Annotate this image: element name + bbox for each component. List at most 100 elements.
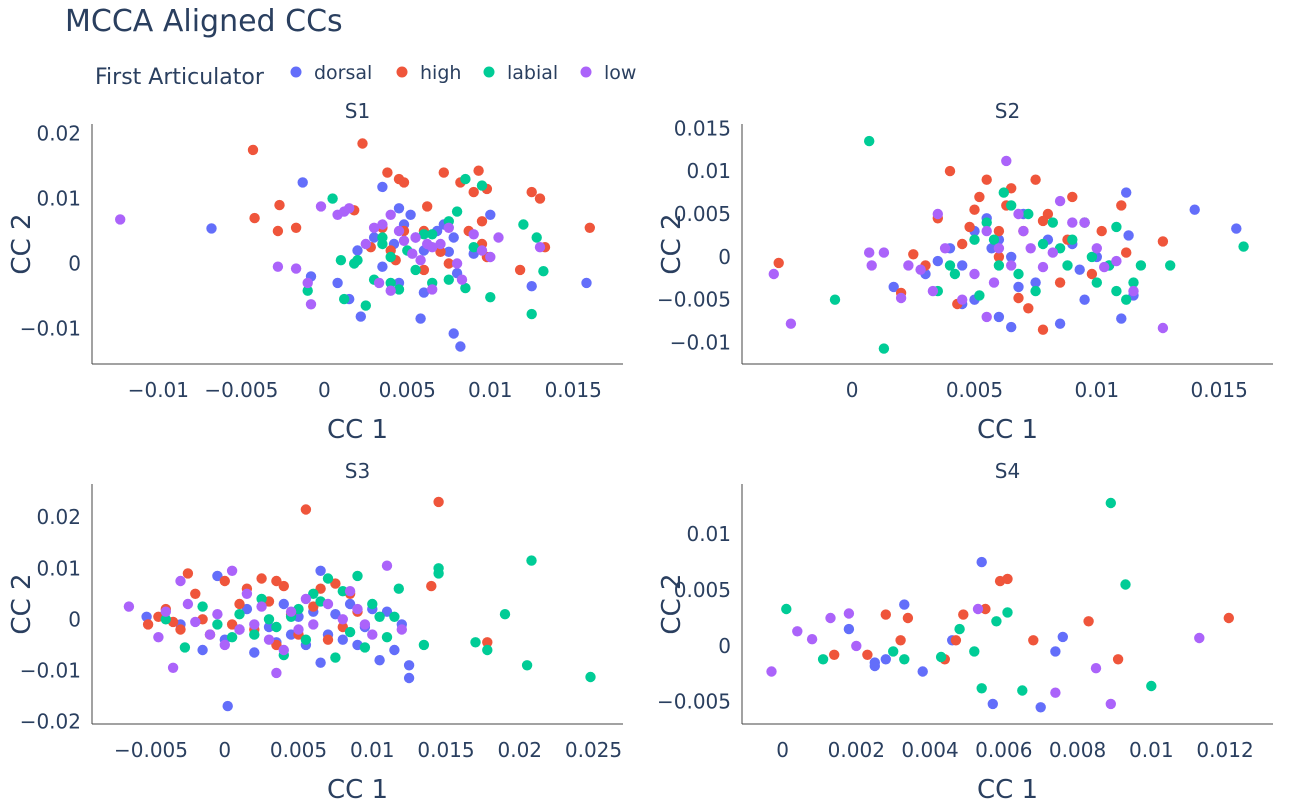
data-point-dorsal <box>1121 187 1132 198</box>
data-point-labial <box>485 292 496 303</box>
data-point-dorsal <box>1035 702 1046 713</box>
data-point-low <box>396 624 407 635</box>
data-point-labial <box>1062 260 1073 271</box>
data-point-low <box>204 629 216 640</box>
data-point-low <box>939 243 951 254</box>
data-point-labial <box>526 555 537 566</box>
data-point-low <box>344 203 355 214</box>
data-point-high <box>950 635 962 646</box>
data-point-low <box>993 243 1005 254</box>
data-point-labial <box>360 300 371 311</box>
legend-item-low[interactable]: low <box>580 62 637 84</box>
data-point-labial <box>418 229 430 240</box>
data-point-low <box>485 251 496 263</box>
y-tick-label: 0.005 <box>674 578 731 602</box>
data-point-low <box>957 294 968 305</box>
data-point-dorsal <box>415 313 426 324</box>
data-point-low <box>308 619 319 630</box>
data-point-high <box>1112 654 1124 665</box>
data-point-dorsal <box>443 246 454 257</box>
y-tick-label: −0.01 <box>670 331 731 355</box>
legend-item-high[interactable]: high <box>396 62 462 84</box>
legend-marker-low <box>580 66 592 78</box>
data-point-dorsal <box>315 565 326 576</box>
y-axis-title: CC 2 <box>7 573 37 634</box>
legend-label-low: low <box>604 62 636 84</box>
data-point-dorsal <box>377 181 388 193</box>
data-point-high <box>357 138 368 149</box>
data-point-labial <box>1128 277 1139 288</box>
data-point-low <box>1037 261 1049 273</box>
legend-item-dorsal[interactable]: dorsal <box>290 62 373 84</box>
data-point-labial <box>993 260 1005 271</box>
data-point-labial <box>1111 285 1122 297</box>
data-point-low <box>278 644 289 656</box>
x-tick-label: 0.006 <box>975 738 1032 762</box>
data-point-dorsal <box>888 281 899 293</box>
data-point-low <box>344 586 356 597</box>
data-point-labial <box>179 642 191 653</box>
data-point-low <box>1128 285 1139 297</box>
x-tick-label: 0.012 <box>1196 738 1253 762</box>
data-point-low <box>468 229 479 240</box>
y-tick-label: 0.01 <box>686 522 731 546</box>
data-point-labial <box>526 308 537 320</box>
data-point-low <box>368 222 380 233</box>
series-low <box>123 560 407 679</box>
data-point-dorsal <box>355 311 366 322</box>
x-tick-label: 0.02 <box>497 738 542 762</box>
data-point-low <box>1090 663 1102 674</box>
data-point-high <box>256 573 267 584</box>
data-point-high <box>773 257 784 269</box>
data-point-labial <box>969 646 980 657</box>
y-tick-label: 0 <box>68 251 81 275</box>
data-point-labial <box>499 609 511 620</box>
data-point-high <box>182 568 194 579</box>
data-point-low <box>115 214 126 225</box>
data-point-labial <box>1111 221 1122 233</box>
data-point-low <box>256 601 267 612</box>
data-point-low <box>895 292 907 304</box>
data-point-labial <box>359 642 371 653</box>
data-point-low <box>915 264 926 275</box>
data-point-high <box>433 496 444 508</box>
data-point-dorsal <box>381 606 393 617</box>
x-tick-label: 0.015 <box>1191 378 1248 402</box>
legend-item-labial[interactable]: labial <box>483 62 559 84</box>
legend-marker-labial <box>483 66 495 78</box>
data-point-dorsal <box>212 570 223 582</box>
data-point-labial <box>1091 277 1103 288</box>
data-point-labial <box>468 242 479 253</box>
data-point-labial <box>234 609 245 620</box>
data-point-low <box>373 277 385 289</box>
data-point-low <box>1047 247 1059 258</box>
data-point-labial <box>944 260 956 271</box>
data-point-low <box>272 261 284 272</box>
data-point-labial <box>226 632 238 643</box>
data-point-high <box>1054 277 1066 288</box>
data-point-high <box>981 174 992 185</box>
subplot-s4: S4 0 0.002 0.004 0.006 0.008 0.01 0.012 −0.005 0 0… <box>657 459 1273 800</box>
legend: First Articulator dorsal high labial low <box>95 62 636 90</box>
data-point-low <box>407 248 418 259</box>
data-point-high <box>1037 215 1049 227</box>
data-point-high <box>175 624 186 635</box>
x-tick-label: −0.01 <box>128 378 189 402</box>
data-point-low <box>300 593 312 605</box>
data-point-labial <box>1120 579 1131 590</box>
data-point-low <box>305 299 317 310</box>
data-point-labial <box>1165 260 1176 271</box>
data-point-dorsal <box>285 629 297 640</box>
data-point-low <box>1111 255 1122 267</box>
data-point-dorsal <box>448 232 459 243</box>
data-point-low <box>398 235 410 246</box>
data-point-dorsal <box>1054 318 1066 329</box>
y-tick-label: 0.01 <box>36 187 81 211</box>
data-point-labial <box>949 268 961 280</box>
data-point-labial <box>1030 285 1041 297</box>
x-tick-label: 0.005 <box>270 738 327 762</box>
y-tick-label: 0.01 <box>36 556 81 580</box>
data-point-low <box>1025 243 1036 254</box>
subplot-s2: S2 0 0.005 0.01 0.015 −0.01 −0.005 0 0.005 0.01 0.… <box>657 99 1273 445</box>
